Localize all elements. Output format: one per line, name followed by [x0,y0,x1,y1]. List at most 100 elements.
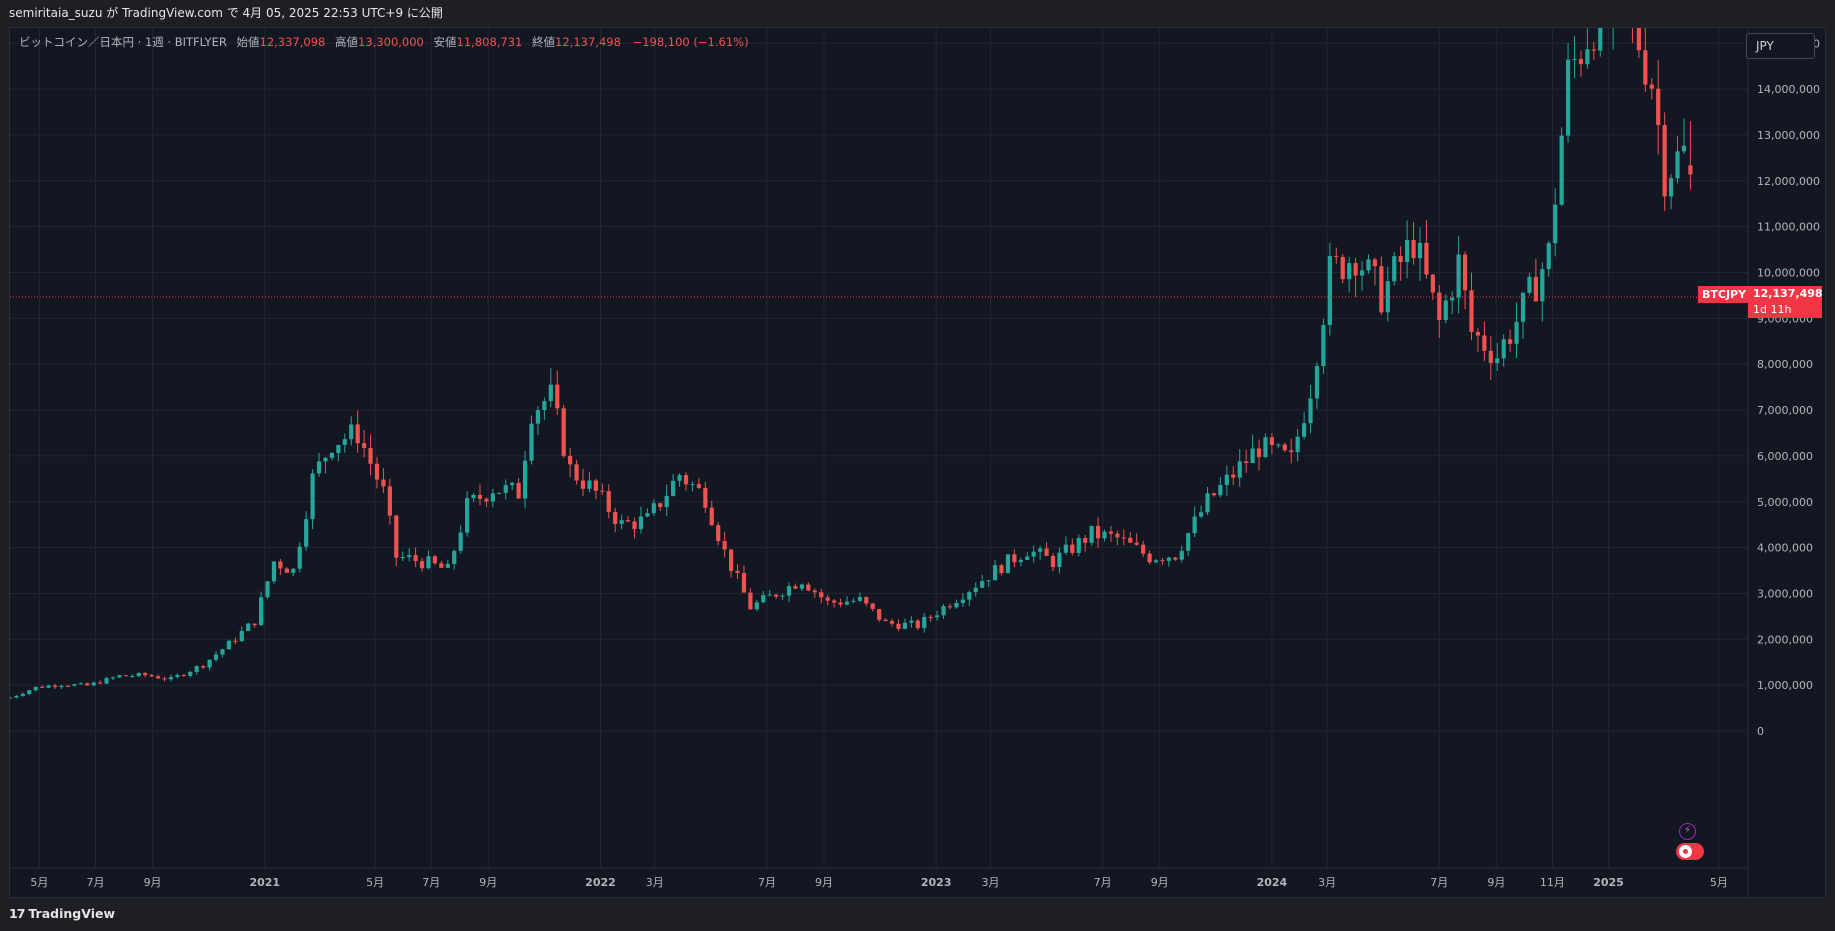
candle-body [1488,350,1493,364]
candle-body [407,555,412,558]
price-axis: 17,000,00016,000,00015,000,00014,000,000… [1747,28,1825,897]
candle-body [651,503,656,514]
time-tick-label: 7月 [87,876,105,889]
candle-body [1636,28,1641,51]
price-tick-label: 11,000,000 [1757,221,1820,234]
candle-body [1591,49,1596,51]
candle-body [954,602,959,608]
candle-body [188,671,193,676]
candle-body [1038,548,1043,552]
candle-body [561,408,566,456]
candle-body [735,570,740,573]
candle-body [1244,461,1249,464]
candle-body [1256,448,1262,458]
legend-open-value: 12,337,098 [259,35,326,49]
candles [10,28,1693,699]
candle-body [1186,533,1191,551]
candle-body [503,485,508,493]
candle-body [175,675,180,678]
candle-body [1102,531,1107,539]
candle-body [1063,544,1068,553]
candlestick-chart[interactable]: 17,000,00016,000,00015,000,00014,000,000… [10,28,1825,897]
candle-body [1218,484,1223,496]
candle-body [857,597,862,601]
candle-body [413,555,418,562]
candle-body [1050,555,1056,568]
candle-body [883,619,888,622]
candle-body [1012,554,1017,563]
candle-body [1108,531,1114,534]
record-icon[interactable] [1676,843,1704,860]
candle-body [780,595,785,597]
lightning-icon[interactable]: ⚡ [1679,823,1696,840]
candle-body [1514,321,1519,344]
candle-body [1462,254,1468,291]
candle-body [941,606,946,616]
candle-body [1649,84,1654,89]
candle-body [458,532,463,551]
candle-body [690,484,695,486]
candle-body [1424,242,1429,275]
time-tick-label: 9月 [1151,876,1169,889]
chart-frame[interactable]: 17,000,00016,000,00015,000,00014,000,000… [9,27,1826,898]
candle-body [1668,178,1674,197]
tv-logo-icon: 17 [9,906,25,921]
candle-body [774,594,779,597]
candle-body [986,580,991,582]
legend-high-label: 高値 [335,35,359,49]
candle-body [947,606,953,608]
candle-body [1327,255,1332,326]
candle-body [799,584,805,589]
candle-body [1224,474,1229,485]
candle-body [1302,423,1307,437]
candle-body [10,697,13,699]
legend-symbol: ビットコイン／日本円 · 1週 · BITFLYER [19,35,227,49]
candle-body [606,491,611,512]
candle-body [1598,28,1603,51]
candle-body [1095,525,1101,539]
candle-body [1578,58,1584,65]
time-tick-label: 2023 [921,876,952,889]
candle-body [1572,58,1577,60]
candle-body [1314,366,1320,399]
candle-body [1192,516,1197,534]
candle-body [381,479,386,487]
candle-body [683,475,689,485]
candle-body [310,473,315,520]
time-tick-label: 2021 [249,876,280,889]
candle-body [323,457,328,462]
currency-button[interactable]: JPY [1746,33,1815,59]
time-tick-label: 7月 [1430,876,1448,889]
bar-countdown: 1d 11h [1753,303,1792,316]
candle-body [52,685,58,687]
candle-body [59,685,64,687]
candle-body [387,486,392,516]
candle-body [316,461,322,474]
candle-body [445,563,450,568]
tradingview-logo[interactable]: 17 TradingView [9,906,115,921]
time-tick-label: 2024 [1257,876,1288,889]
candle-body [226,640,232,650]
candle-body [143,673,148,676]
candle-body [207,659,212,668]
candle-body [677,475,682,481]
time-tick-label: 2025 [1593,876,1624,889]
candle-body [65,685,71,687]
price-tick-label: 13,000,000 [1757,129,1820,142]
candle-body [426,556,431,569]
candle-body [1237,461,1242,478]
candle-body [902,622,908,629]
candle-body [1115,533,1120,538]
price-tick-label: 10,000,000 [1757,267,1820,280]
candle-body [922,616,927,629]
candle-body [1089,525,1094,543]
candle-body [1353,263,1358,276]
candle-body [928,616,933,618]
candle-body [1269,437,1275,446]
candle-body [168,677,174,680]
candle-body [1018,559,1023,563]
candle-body [838,602,843,605]
candle-body [548,384,553,402]
time-tick-label: 5月 [1710,876,1728,889]
candle-body [638,516,644,530]
